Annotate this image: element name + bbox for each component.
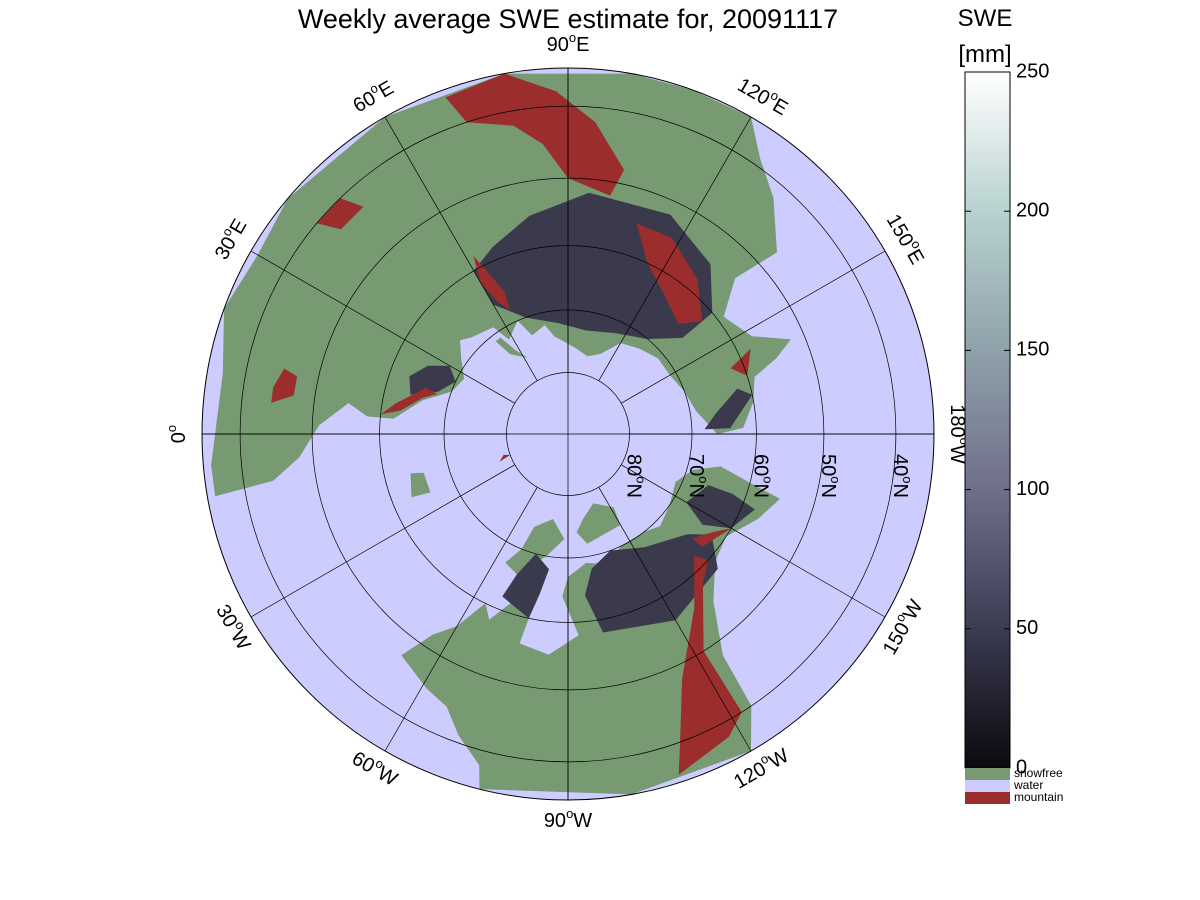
longitude-label: 90oW	[544, 806, 592, 832]
colorbar-ticks: 0 50 100 150 200 250	[965, 60, 1049, 778]
arctic-islands-west	[576, 503, 621, 544]
iceland	[410, 472, 431, 498]
colorbar-tick-label: 250	[1016, 60, 1049, 82]
latitude-label: 60oN	[749, 454, 775, 498]
colorbar: SWE [mm] 0 50 100 150 200 250 snowfreewatermo…	[958, 5, 1063, 804]
novaya-zemlya	[495, 337, 528, 358]
mountain-caucasus	[316, 198, 364, 230]
parallel-circle	[506, 372, 630, 496]
meridian-line	[384, 116, 538, 381]
colorbar-gradient	[964, 71, 1011, 769]
polar-map: 0o30oE60oE90oE120oE150oE180oW150oW120oW9…	[164, 30, 972, 832]
mountain-urals	[473, 256, 511, 311]
category-label: water	[1013, 778, 1043, 792]
mountain-rockies	[678, 555, 742, 775]
latitude-labels: 80oN 70oN 60oN 50oN 40oN	[622, 454, 915, 498]
svalbard	[489, 403, 514, 422]
latitude-label: 70oN	[685, 454, 711, 498]
category-swatch	[965, 792, 1010, 804]
colorbar-tick-label: 0	[1016, 756, 1027, 778]
longitude-label: 90oE	[547, 30, 590, 56]
category-label: snowfree	[1014, 766, 1063, 780]
mountain-scandinavia	[380, 387, 438, 415]
mountain-kamchatka	[730, 348, 751, 376]
snow-alaska	[686, 485, 755, 529]
mountain-alps	[271, 368, 298, 403]
longitude-label: 60oE	[347, 73, 397, 117]
meridian-line	[250, 464, 515, 618]
colorbar-unit-top: SWE	[958, 5, 1013, 32]
parallel-circle	[379, 245, 757, 623]
meridian-line	[621, 250, 886, 404]
meridian-line	[598, 487, 752, 752]
snow-siberia	[473, 192, 713, 339]
category-swatch	[965, 780, 1010, 792]
graticule	[202, 68, 934, 800]
snow-canada-northwest	[585, 534, 718, 633]
land-layer	[211, 73, 791, 795]
map-boundary	[201, 67, 935, 801]
mountain-central-asia	[445, 73, 625, 196]
category-swatch	[965, 768, 1010, 780]
latitude-label: 40oN	[889, 454, 915, 498]
mountain-greenland-east	[499, 454, 511, 462]
mountain-east-siberia	[636, 223, 703, 324]
parallel-circle	[311, 177, 825, 691]
longitude-label: 30oE	[207, 213, 251, 263]
longitude-label: 0o	[164, 425, 190, 443]
colorbar-tick-label: 50	[1016, 617, 1038, 639]
category-label: mountain	[1014, 790, 1063, 804]
snow-chukotka	[704, 388, 753, 430]
snow-quebec	[502, 553, 549, 619]
latitude-label: 80oN	[622, 454, 648, 498]
baffin-island	[505, 519, 565, 575]
colorbar-unit-bottom: [mm]	[958, 41, 1011, 68]
meridian-line	[621, 464, 886, 618]
colorbar-tick-label: 150	[1016, 339, 1049, 361]
parallel-circle	[443, 309, 693, 559]
map-title: Weekly average SWE estimate for, 2009111…	[298, 4, 838, 34]
colorbar-tick-label: 100	[1016, 478, 1049, 500]
meridian-line	[598, 116, 752, 381]
colorbar-tick-label: 200	[1016, 199, 1049, 221]
parallel-circle	[239, 105, 897, 763]
mountain-alaska-range	[692, 528, 732, 547]
meridian-line	[384, 487, 538, 752]
meridian-line	[250, 250, 515, 404]
latitude-label: 50oN	[817, 454, 843, 498]
snow-scandinavia	[409, 365, 456, 395]
greenland	[432, 446, 546, 565]
